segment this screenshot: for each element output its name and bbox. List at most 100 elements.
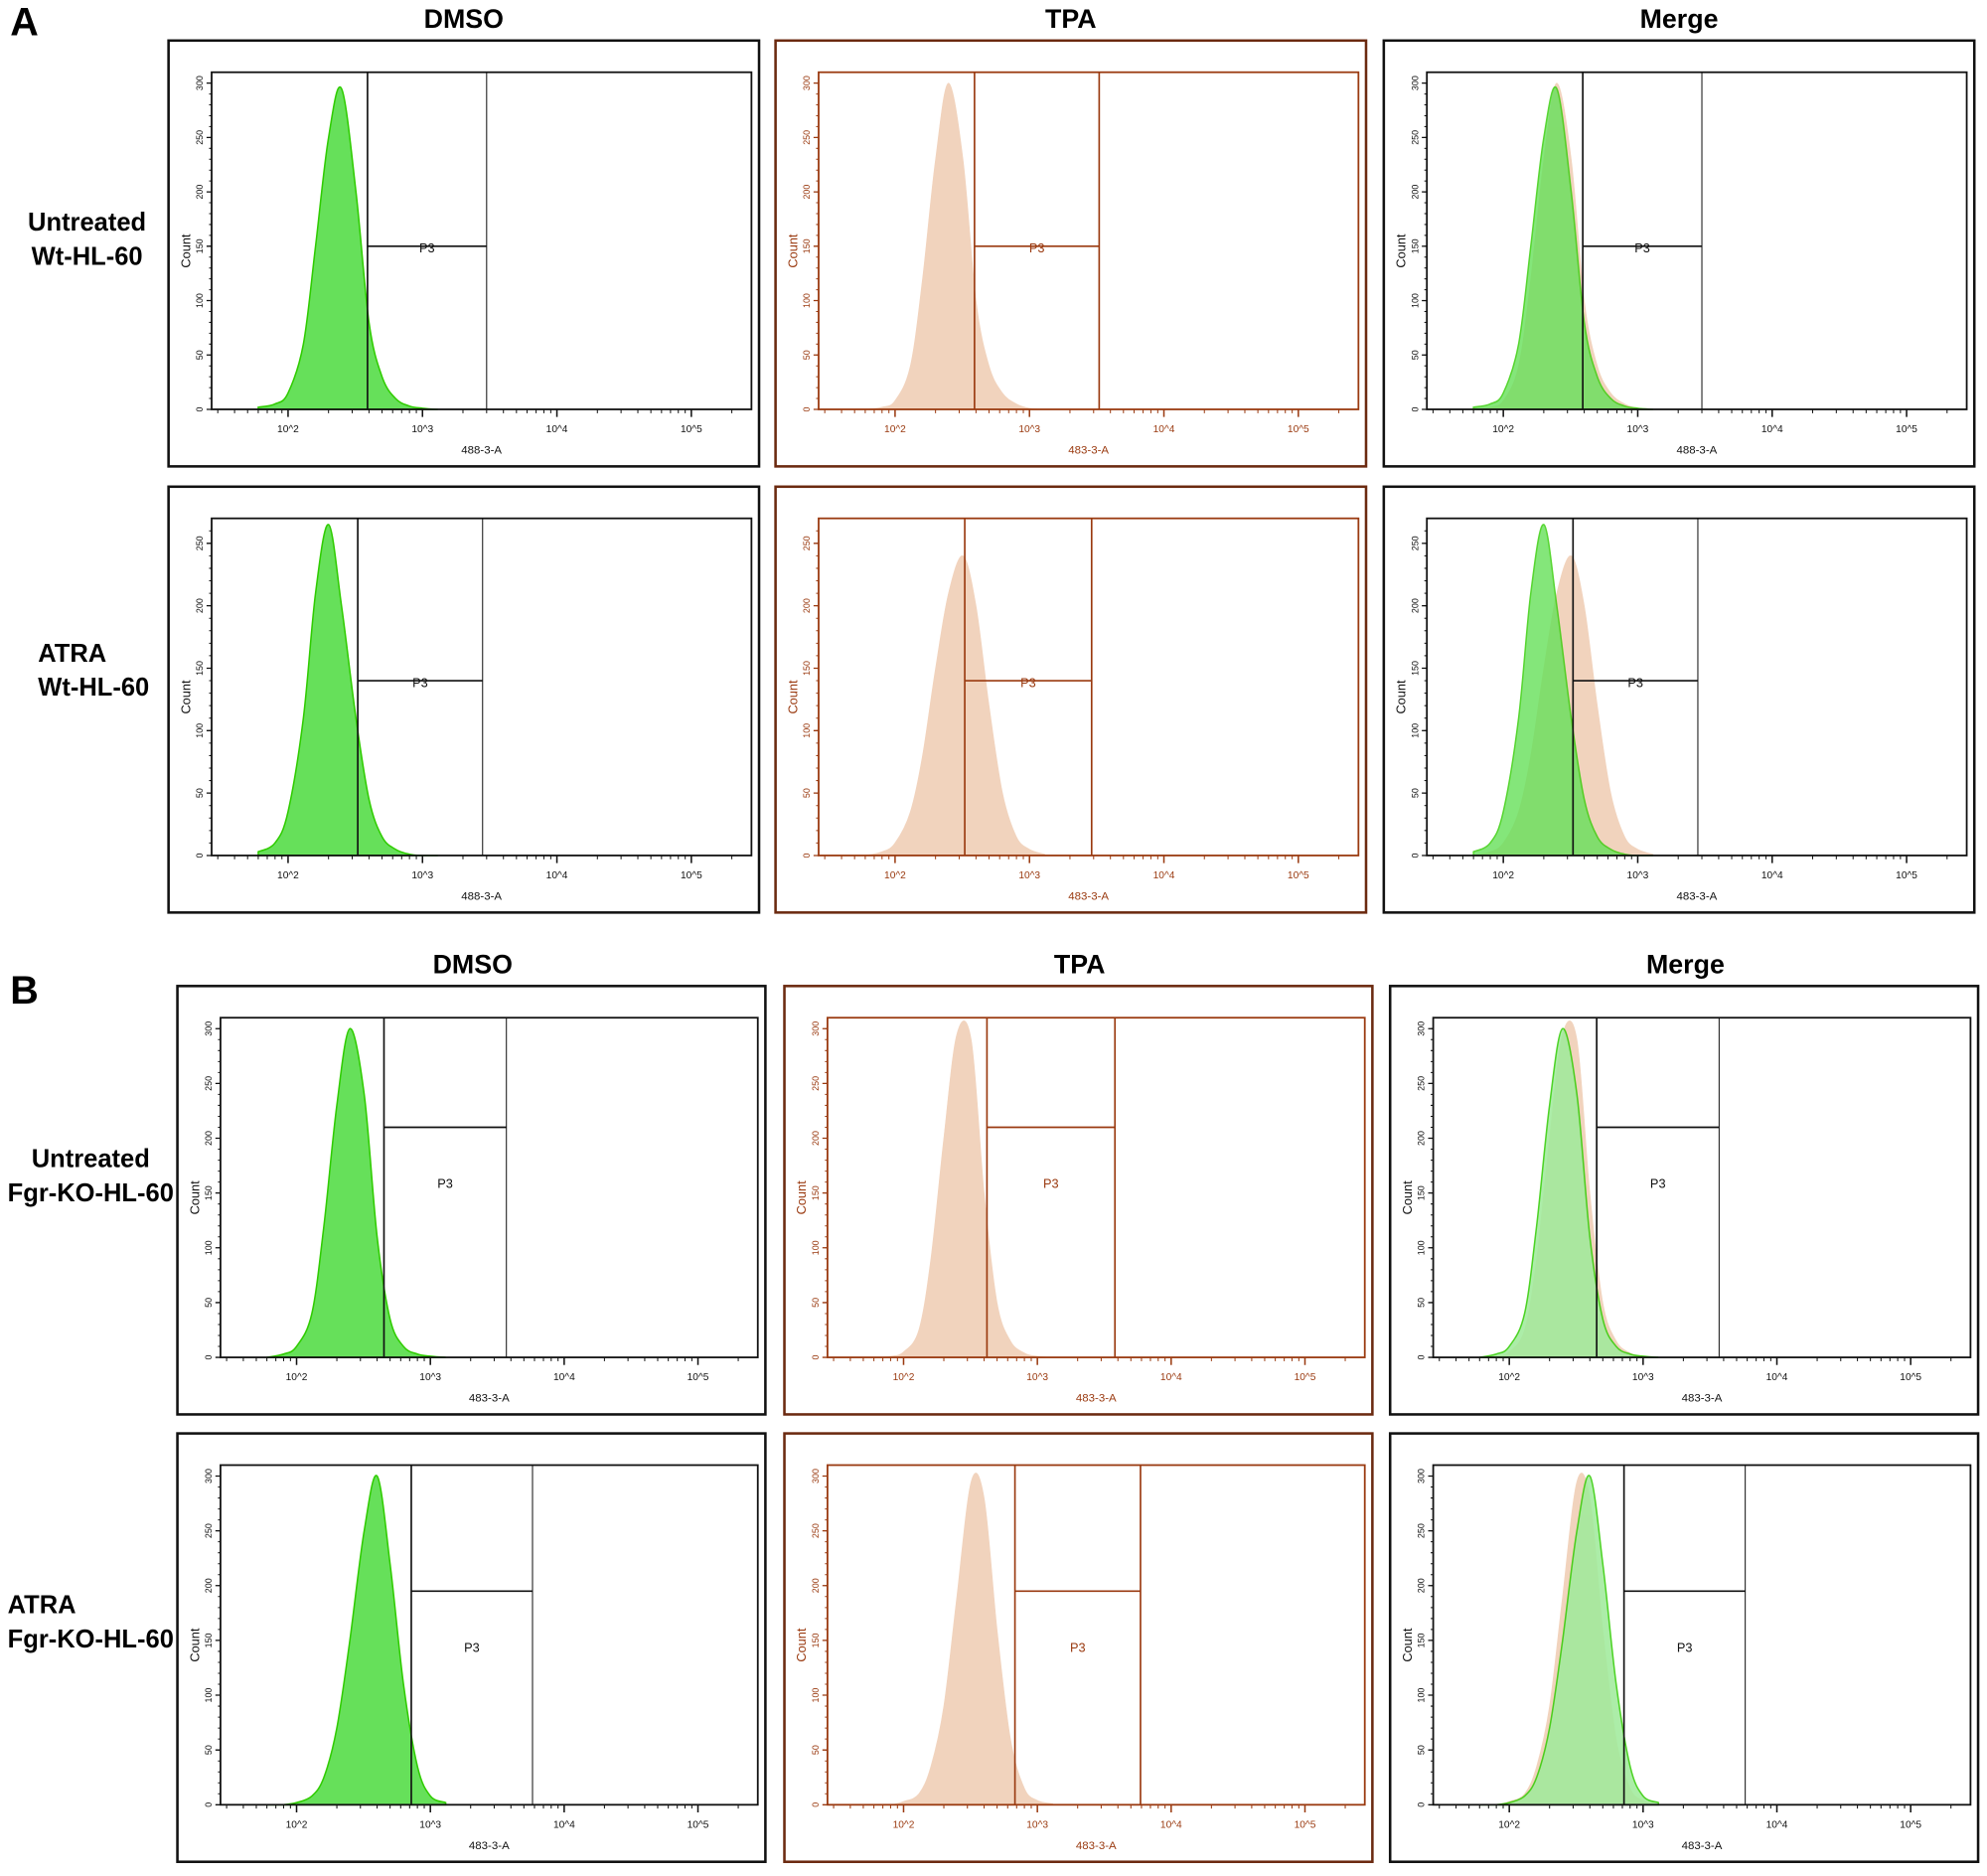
x-axis-label: 483-3-A: [469, 1393, 510, 1405]
y-tick-label: 300: [811, 1469, 821, 1484]
y-tick-label: 250: [195, 130, 205, 145]
y-tick-label: 100: [204, 1688, 214, 1703]
x-axis-label: 483-3-A: [469, 1840, 510, 1852]
x-tick-label: 10^4: [553, 1372, 575, 1383]
histogram-dmso-area: [1479, 1027, 1659, 1358]
histogram-tpa-area: [873, 1473, 1053, 1805]
x-tick-label: 10^3: [1632, 1819, 1654, 1830]
x-tick-label: 10^3: [419, 1372, 441, 1383]
histogram-dmso-area: [257, 85, 438, 410]
y-axis-label: Count: [1394, 234, 1409, 267]
y-axis-label: Count: [785, 680, 800, 713]
y-tick-label: 50: [1410, 350, 1420, 360]
y-tick-label: 100: [802, 723, 812, 738]
x-tick-label: 10^4: [1160, 1819, 1182, 1830]
y-tick-label: 0: [195, 853, 205, 858]
y-tick-label: 250: [1410, 536, 1420, 550]
y-tick-label: 100: [811, 1688, 821, 1703]
plot-area-border: [1426, 71, 1968, 410]
y-tick-label: 200: [1417, 1578, 1427, 1593]
column-header-dmso-b: DMSO: [432, 950, 513, 980]
x-tick-label: 10^5: [688, 1372, 709, 1383]
gate-label: P3: [412, 675, 428, 690]
y-tick-label: 0: [802, 853, 812, 858]
y-tick-label: 200: [204, 1578, 214, 1593]
x-tick-label: 10^3: [1026, 1372, 1048, 1383]
x-tick-label: 10^4: [1153, 424, 1175, 435]
histogram-dmso-area: [1472, 85, 1653, 410]
y-tick-label: 300: [811, 1021, 821, 1036]
histogram-tpa-area: [864, 82, 1045, 410]
x-axis-label: 483-3-A: [1068, 445, 1109, 457]
histogram-panel-b-untreated-fgr-ko-hl-60-tpa: P3 0 50 100 150 200 250 300 10^2 10^3 10^4 10^5 483-…: [783, 985, 1374, 1416]
histogram-panel-a-untreated-wt-hl-60-dmso: P3 0 50 100 150 200 250 300 10^2 10^3 10^4 10^5 488-…: [167, 39, 761, 468]
histogram-panel-a-untreated-wt-hl-60-tpa: P3 0 50 100 150 200 250 300 10^2 10^3 10^4 10^5 483-…: [774, 39, 1368, 468]
x-tick-label: 10^4: [1160, 1372, 1182, 1383]
plot-area-border: [818, 71, 1360, 410]
x-axis-label: 488-3-A: [461, 445, 502, 457]
y-axis-label: Count: [1400, 1180, 1415, 1214]
x-tick-label: 10^5: [1900, 1372, 1921, 1383]
histogram-svg: P3 0 50 100 150 200 250 10^2 10^3 10^4 10^5 483-3-A…: [1394, 517, 1968, 903]
x-tick-label: 10^3: [1627, 424, 1649, 435]
y-tick-label: 150: [204, 1633, 214, 1647]
y-tick-label: 250: [204, 1076, 214, 1091]
y-axis-label: Count: [794, 1180, 809, 1214]
y-axis-label: Count: [1400, 1628, 1415, 1661]
gate-label: P3: [1627, 675, 1643, 690]
x-tick-label: 10^2: [884, 870, 906, 881]
x-tick-label: 10^4: [546, 870, 568, 881]
y-axis-label: Count: [794, 1628, 809, 1661]
plot-area-border: [211, 517, 753, 857]
x-axis-label: 483-3-A: [1682, 1840, 1723, 1852]
plot-area-border: [827, 1016, 1366, 1358]
histogram-svg: P3 0 50 100 150 200 250 300 10^2 10^3 10^4 10^5 483-…: [794, 1016, 1366, 1405]
x-tick-label: 10^2: [893, 1819, 915, 1830]
y-tick-label: 0: [811, 1802, 821, 1807]
x-tick-label: 10^5: [1896, 870, 1917, 881]
histogram-svg: P3 0 50 100 150 200 250 10^2 10^3 10^4 10^5 488-3-A…: [178, 517, 753, 903]
y-tick-label: 150: [811, 1633, 821, 1647]
y-tick-label: 50: [802, 788, 812, 798]
gate-label: P3: [1029, 240, 1045, 255]
y-tick-label: 300: [204, 1469, 214, 1484]
y-tick-label: 100: [204, 1240, 214, 1255]
histogram-dmso-area: [266, 1027, 446, 1358]
x-tick-label: 10^3: [1627, 870, 1649, 881]
histogram-tpa-area: [864, 555, 1045, 857]
y-axis-label: Count: [785, 234, 800, 267]
x-tick-label: 10^2: [286, 1372, 308, 1383]
histogram-dmso-area: [257, 524, 438, 857]
gate-label: P3: [1677, 1641, 1693, 1655]
histogram-tpa-area: [873, 1020, 1053, 1358]
column-header-merge-b: Merge: [1645, 950, 1725, 980]
x-tick-label: 10^4: [1766, 1819, 1788, 1830]
x-axis-label: 483-3-A: [1068, 891, 1109, 903]
y-tick-label: 300: [1417, 1469, 1427, 1484]
x-tick-label: 10^2: [286, 1819, 308, 1830]
y-tick-label: 50: [1410, 788, 1420, 798]
plot-area-border: [827, 1464, 1366, 1806]
y-tick-label: 150: [204, 1185, 214, 1200]
y-tick-label: 250: [811, 1076, 821, 1091]
y-tick-label: 250: [802, 536, 812, 550]
x-tick-label: 10^4: [553, 1819, 575, 1830]
y-tick-label: 250: [811, 1523, 821, 1538]
y-tick-label: 0: [204, 1355, 214, 1360]
y-tick-label: 0: [1410, 853, 1420, 858]
y-tick-label: 200: [1410, 185, 1420, 200]
histogram-panel-b-atra-fgr-ko-hl-60-merge: P3 0 50 100 150 200 250 300 10^2 10^3 10^4 10^5 483-…: [1388, 1432, 1980, 1863]
y-tick-label: 200: [1417, 1131, 1427, 1146]
histogram-svg: P3 0 50 100 150 200 250 300 10^2 10^3 10^4 10^5 483-…: [1400, 1016, 1972, 1405]
x-tick-label: 10^3: [419, 1819, 441, 1830]
x-tick-label: 10^3: [1018, 870, 1040, 881]
y-tick-label: 200: [811, 1131, 821, 1146]
histogram-svg: P3 0 50 100 150 200 250 300 10^2 10^3 10^4 10^5 488-…: [1394, 71, 1968, 457]
x-tick-label: 10^2: [893, 1372, 915, 1383]
histogram-svg: P3 0 50 100 150 200 250 10^2 10^3 10^4 10^5 483-3-A…: [785, 517, 1360, 903]
x-axis-label: 483-3-A: [1076, 1393, 1117, 1405]
plot-area-border: [220, 1464, 759, 1806]
panel-label-b: B: [10, 968, 39, 1014]
histogram-svg: P3 0 50 100 150 200 250 300 10^2 10^3 10^4 10^5 483-…: [1400, 1464, 1972, 1852]
